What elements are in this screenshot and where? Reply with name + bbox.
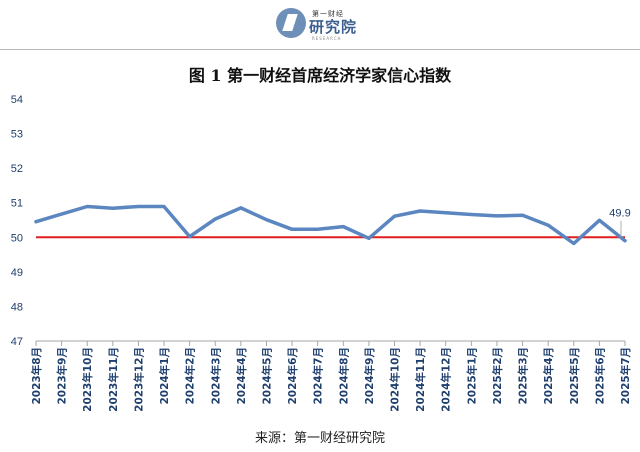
data-point: [623, 239, 627, 243]
x-tick-label: 2024年2月: [184, 347, 197, 405]
x-tick-label: 2025年2月: [491, 347, 504, 405]
annotation-group: 49.9: [609, 208, 631, 237]
x-tick-label: 2024年7月: [312, 347, 325, 405]
data-point: [162, 205, 166, 209]
data-point: [60, 212, 64, 216]
x-tick-label: 2024年12月: [440, 347, 453, 412]
x-tick-label: 2024年9月: [363, 347, 376, 405]
y-tick-label: 54: [11, 94, 23, 106]
logo: 第一财经 研究院 RESEARCH: [276, 6, 366, 46]
data-label: 49.9: [609, 208, 630, 220]
data-point: [495, 214, 499, 218]
data-point: [367, 236, 371, 240]
y-tick-label: 51: [11, 198, 23, 210]
x-tick-label: 2025年4月: [542, 347, 555, 405]
data-point: [572, 242, 576, 246]
y-tick-label: 53: [11, 129, 23, 141]
x-tick-label: 2024年8月: [337, 347, 350, 405]
x-tick-label: 2025年3月: [517, 347, 530, 405]
data-point: [34, 220, 38, 224]
source-note: 来源：第一财经研究院: [254, 431, 385, 446]
x-tick-label: 2024年4月: [235, 347, 248, 405]
y-tick-label: 48: [11, 301, 23, 313]
data-point: [469, 212, 473, 216]
header-divider: [0, 49, 640, 50]
logo-small-text: 第一财经: [312, 10, 344, 18]
data-point: [597, 218, 601, 222]
data-point: [85, 205, 89, 209]
x-tick-label: 2024年1月: [158, 347, 171, 405]
logo-big-text: 研究院: [309, 18, 358, 36]
data-point: [444, 211, 448, 215]
data-point: [316, 227, 320, 231]
data-point: [213, 217, 217, 221]
data-point: [239, 206, 243, 210]
data-point: [341, 225, 345, 229]
data-point: [418, 209, 422, 213]
x-tick-label: 2025年7月: [619, 347, 632, 405]
logo-sub-text: RESEARCH: [312, 36, 342, 41]
x-tick-label: 2024年5月: [260, 347, 273, 405]
x-tick-label: 2023年12月: [132, 347, 145, 412]
x-tick-label: 2025年1月: [465, 347, 478, 405]
data-point: [264, 218, 268, 222]
data-point: [546, 223, 550, 227]
series-line: [34, 204, 627, 246]
x-tick-label: 2024年11月: [414, 347, 427, 412]
y-tick-label: 50: [11, 232, 23, 244]
y-tick-label: 49: [11, 267, 23, 279]
data-point: [188, 235, 192, 239]
data-point: [521, 213, 525, 217]
x-tick-label: 2023年9月: [56, 347, 69, 405]
y-tick-label: 52: [11, 163, 23, 175]
x-tick-label: 2024年6月: [286, 347, 299, 405]
data-point: [136, 205, 140, 209]
data-point: [111, 206, 115, 210]
x-tick-label: 2023年8月: [30, 347, 43, 405]
x-tick-label: 2023年10月: [81, 347, 94, 412]
x-axis: 2023年8月 2023年9月 2023年10月 2023年11月 2023年12月 20…: [30, 340, 632, 412]
series-group: [34, 204, 627, 246]
y-axis: 47 48 49 50 51 52 53 54: [11, 94, 23, 348]
data-point: [393, 214, 397, 218]
x-tick-label: 2024年10月: [389, 347, 402, 412]
x-tick-label: 2023年11月: [107, 347, 120, 412]
logo-mark-icon: [276, 8, 306, 38]
data-point: [290, 227, 294, 231]
x-tick-label: 2025年6月: [593, 347, 606, 405]
chart-title: 图 1 第一财经首席经济学家信心指数: [188, 66, 452, 85]
x-tick-label: 2024年3月: [209, 347, 222, 405]
y-tick-label: 47: [11, 336, 23, 348]
x-tick-label: 2025年5月: [568, 347, 581, 405]
